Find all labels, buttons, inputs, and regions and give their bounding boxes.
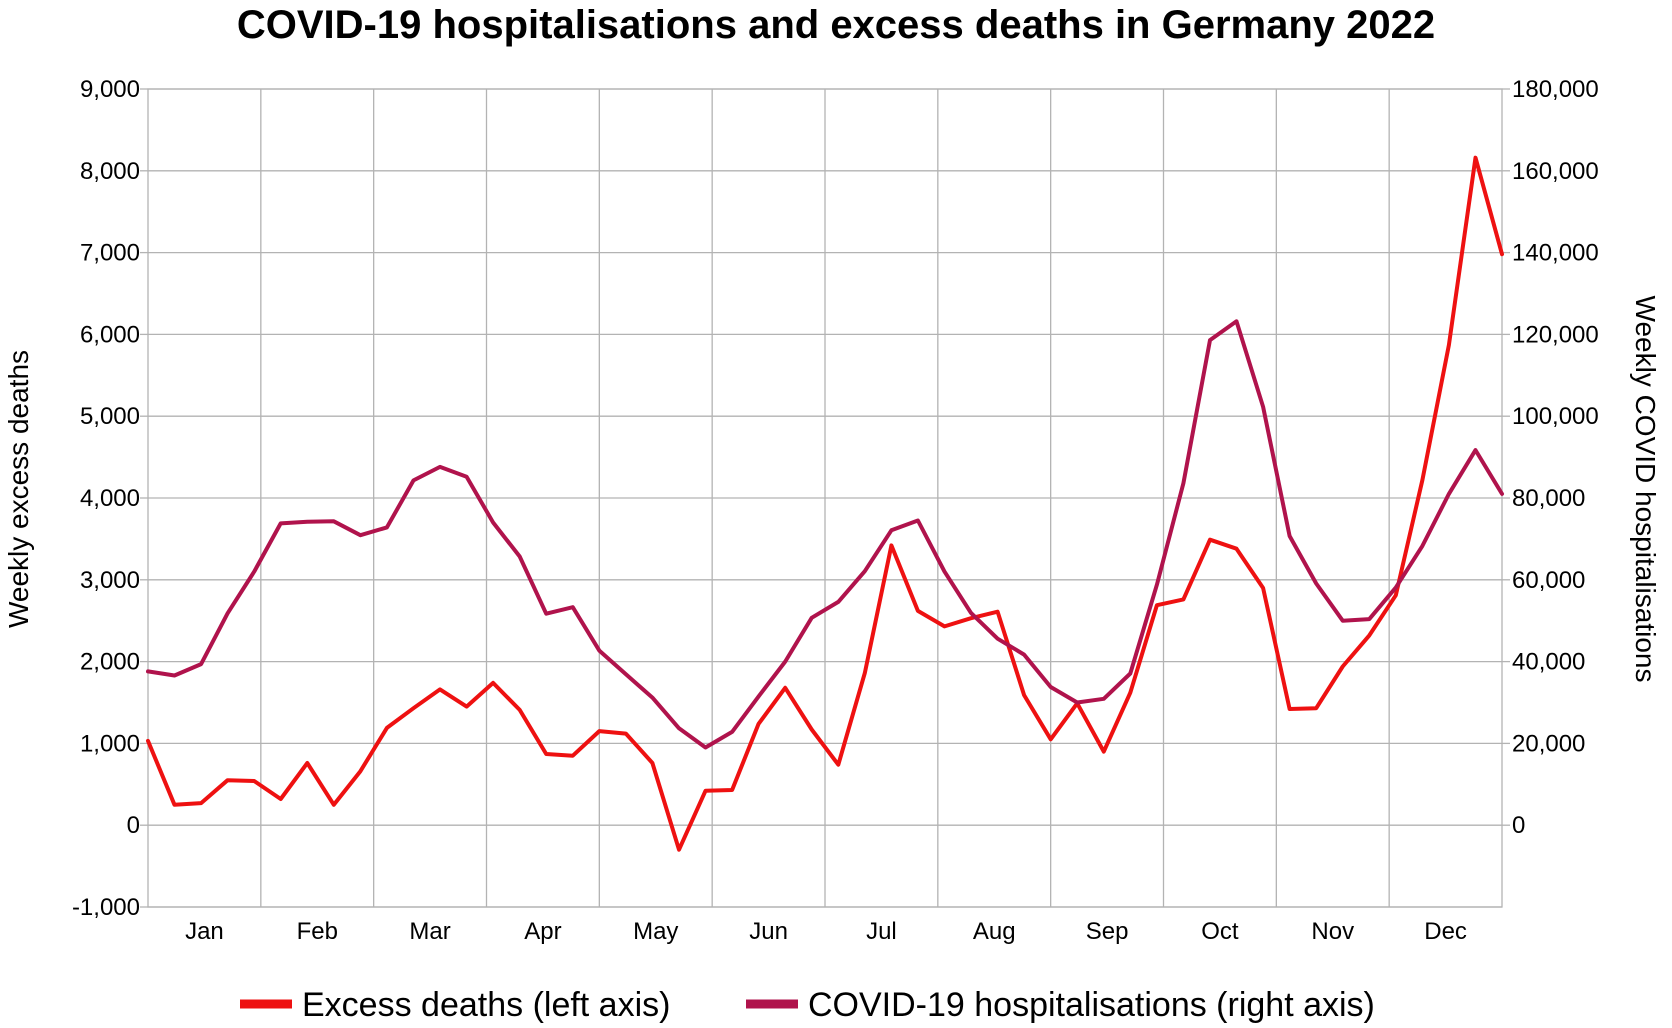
- left-tick-label: 3,000: [80, 567, 140, 594]
- left-tick-label: 1,000: [80, 730, 140, 757]
- month-tick-label: Jan: [185, 918, 224, 945]
- legend-label-hospitalisations: COVID-19 hospitalisations (right axis): [808, 986, 1375, 1024]
- month-tick-label: Nov: [1311, 918, 1354, 945]
- month-tick-label: Apr: [524, 918, 561, 945]
- left-tick-label: 9,000: [80, 76, 140, 103]
- right-tick-label: 180,000: [1512, 76, 1599, 103]
- left-tick-label: 2,000: [80, 649, 140, 676]
- left-tick-label: 4,000: [80, 485, 140, 512]
- right-tick-label: 80,000: [1512, 485, 1585, 512]
- legend: Excess deaths (left axis) COVID-19 hospi…: [240, 986, 1375, 1024]
- right-tick-label: 0: [1512, 812, 1525, 839]
- right-axis-label: Weekly COVID hospitalisations: [1630, 296, 1661, 683]
- right-tick-label: 20,000: [1512, 730, 1585, 757]
- series-lines: [146, 155, 1504, 852]
- right-tick-label: 100,000: [1512, 403, 1599, 430]
- month-tick-label: Sep: [1086, 918, 1129, 945]
- right-axis-ticks: 0 20,000 40,000 60,000 80,000 100,000 120,000 1…: [1502, 76, 1599, 839]
- left-tick-label: 7,000: [80, 240, 140, 267]
- month-tick-label: Feb: [297, 918, 338, 945]
- right-tick-label: 40,000: [1512, 649, 1585, 676]
- left-axis-ticks: -1,000 0 1,000 2,000 3,000 4,000 5,000 6,000 7,0…: [72, 76, 148, 921]
- left-tick-label: 6,000: [80, 321, 140, 348]
- series-line-hospitalisations: [146, 319, 1504, 750]
- right-tick-label: 160,000: [1512, 158, 1599, 185]
- legend-label-excess-deaths: Excess deaths (left axis): [302, 986, 670, 1024]
- right-tick-label: 140,000: [1512, 240, 1599, 267]
- month-tick-label: Dec: [1424, 918, 1467, 945]
- month-axis-ticks: Jan Feb Mar Apr May Jun Jul Aug Sep Oct Nov Dec: [185, 918, 1467, 945]
- month-tick-label: Mar: [409, 918, 450, 945]
- left-tick-label: 5,000: [80, 403, 140, 430]
- month-tick-label: Aug: [973, 918, 1016, 945]
- left-axis-label: Weekly excess deaths: [3, 350, 34, 628]
- chart-title: COVID-19 hospitalisations and excess dea…: [237, 3, 1435, 47]
- left-tick-label: -1,000: [72, 894, 140, 921]
- left-tick-label: 0: [127, 812, 140, 839]
- right-tick-label: 120,000: [1512, 321, 1599, 348]
- month-tick-label: Oct: [1201, 918, 1239, 945]
- right-tick-label: 60,000: [1512, 567, 1585, 594]
- month-tick-label: Jul: [866, 918, 897, 945]
- month-tick-label: May: [633, 918, 678, 945]
- series-line-excess-deaths: [146, 155, 1504, 852]
- month-tick-label: Jun: [749, 918, 788, 945]
- left-tick-label: 8,000: [80, 158, 140, 185]
